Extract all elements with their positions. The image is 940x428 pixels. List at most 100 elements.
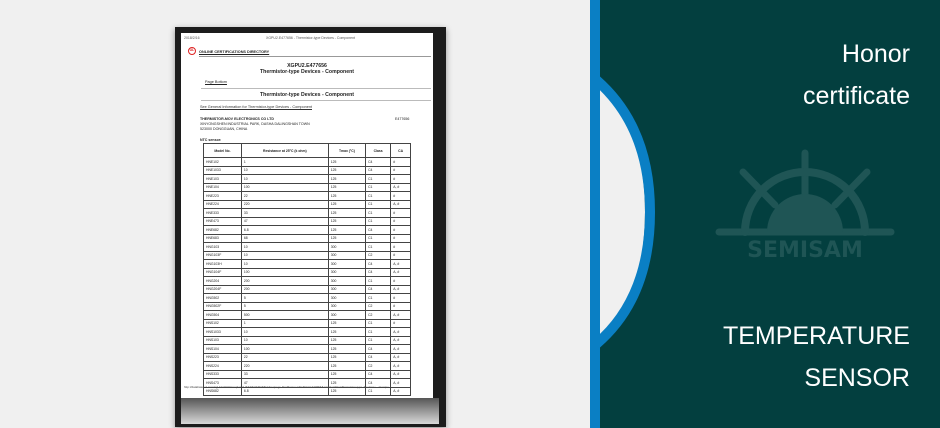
table-row: HNG502 5 300 C1 #	[203, 293, 411, 303]
table-cell: #	[390, 276, 411, 286]
table-row: HNG504 500 300 C2 A, #	[203, 310, 411, 320]
logo-text: SEMISAM	[747, 238, 863, 263]
panel-subtitle-line2: SENSOR	[804, 364, 910, 392]
table-row: HNE682 6.8 125 C4 #	[203, 225, 411, 235]
table-row: HNG204 200 300 C1 #	[203, 276, 411, 286]
table-cell: #	[390, 233, 411, 243]
table-row: HNG502F 5 300 C2 #	[203, 301, 411, 311]
panel-title-line2: certificate	[803, 82, 910, 110]
table-row: HNS104 100 125 C4 A, #	[203, 344, 411, 354]
table-cell: HNS333	[203, 369, 242, 379]
table-cell: C1	[365, 293, 392, 303]
table-cell: 125	[327, 182, 367, 192]
table-cell: HNG204	[203, 276, 242, 286]
table-cell: HNE473	[203, 216, 242, 226]
table-cell: #	[390, 301, 411, 311]
table-row: HNE223 22 125 C1 #	[203, 191, 411, 201]
table-cell: C1	[365, 386, 392, 396]
table-row: HNE104 100 125 C1 A, #	[203, 182, 411, 192]
table-cell: HNG103	[203, 242, 242, 252]
table-cell: HNG103H	[203, 259, 242, 269]
table-cell: 125	[327, 344, 367, 354]
table-cell: 125	[327, 191, 367, 201]
table-cell: 125	[327, 216, 367, 226]
table-row: HNG103F 10 300 C2 #	[203, 250, 411, 260]
table-row: HNS682 6.8 125 C1 A, #	[203, 386, 411, 396]
table-cell: 5	[240, 301, 329, 311]
table-cell: HNE682	[203, 225, 242, 235]
table-cell: HNS104	[203, 344, 242, 354]
table-cell: #	[390, 208, 411, 218]
table-row: HNS103 10 125 C1 A, #	[203, 335, 411, 345]
table-cell: C1	[365, 327, 392, 337]
table-cell: 10	[240, 335, 329, 345]
table-cell: 125	[327, 369, 367, 379]
table-cell: C1	[365, 335, 392, 345]
table-row: HNE1033 10 125 C4 #	[203, 165, 411, 175]
frame-bottom-edge	[181, 398, 439, 424]
table-cell: A, #	[390, 182, 411, 192]
table-cell: A, #	[390, 335, 411, 345]
table-cell: 125	[327, 352, 367, 362]
table-cell: 10	[240, 242, 329, 252]
table-cell: 200	[240, 276, 329, 286]
table-cell: C4	[365, 267, 392, 277]
general-info-link[interactable]: See General Information for Thermistor-t…	[200, 105, 312, 109]
table-cell: 68	[240, 233, 329, 243]
table-cell: 125	[327, 233, 367, 243]
table-cell: 22	[240, 191, 329, 201]
table-row: HNS102 1 125 C1 #	[203, 318, 411, 328]
table-cell: C1	[365, 216, 392, 226]
ocd-link[interactable]: ONLINE CERTIFICATIONS DIRECTORY	[199, 50, 270, 54]
ul-logo-icon: UL	[188, 47, 196, 55]
table-cell: HNE683	[203, 233, 242, 243]
table-cell: 33	[240, 369, 329, 379]
table-cell: 10	[240, 259, 329, 269]
table-row: HNG204F 200 300 C4 A, #	[203, 284, 411, 294]
ntc-table: Model No. Resistance at 25°C (k ohm) Tmax …	[203, 143, 411, 396]
table-cell: HNE224	[203, 199, 242, 209]
doc-title: Thermistor-type Devices - Component	[260, 69, 354, 75]
table-row: HNG103 10 300 C1 #	[203, 242, 411, 252]
page-bottom-link[interactable]: Page Bottom	[205, 80, 227, 84]
table-row: HNE102 1 125 C4 #	[203, 157, 411, 167]
table-cell: 300	[327, 242, 367, 252]
table-cell: C4	[365, 284, 392, 294]
table-cell: 300	[327, 301, 367, 311]
column-header: Class	[365, 143, 392, 158]
table-cell: 125	[327, 165, 367, 175]
table-cell: HNG504	[203, 310, 242, 320]
table-cell: HNG204F	[203, 284, 242, 294]
semisam-logo-icon: SEMISAM	[715, 149, 895, 263]
table-cell: C1	[365, 242, 392, 252]
table-cell: A, #	[390, 259, 411, 269]
table-cell: #	[390, 191, 411, 201]
table-cell: HNG104F	[203, 267, 242, 277]
table-cell: 10	[240, 250, 329, 260]
panel-title-line1: Honor	[841, 40, 910, 68]
table-cell: 125	[327, 361, 367, 371]
panel-subtitle-line1: TEMPERATURE	[722, 322, 910, 350]
address-line-2: 523000 DONGGUAN, CHINA	[200, 127, 248, 131]
table-cell: A, #	[390, 361, 411, 371]
table-cell: A, #	[390, 352, 411, 362]
table-cell: 10	[240, 174, 329, 184]
table-cell: HNS103	[203, 335, 242, 345]
table-row: HNE333 33 125 C1 #	[203, 208, 411, 218]
column-header: Model No.	[203, 143, 242, 158]
table-cell: C2	[365, 250, 392, 260]
table-cell: 300	[327, 310, 367, 320]
table-cell: 1	[240, 318, 329, 328]
table-row: HNE224 220 125 C1 A, #	[203, 199, 411, 209]
table-cell: 200	[240, 284, 329, 294]
table-cell: C1	[365, 199, 392, 209]
table-cell: 500	[240, 310, 329, 320]
table-cell: A, #	[390, 386, 411, 396]
table-cell: A, #	[390, 310, 411, 320]
table-cell: 125	[327, 199, 367, 209]
table-row: HNE103 10 125 C1 #	[203, 174, 411, 184]
table-cell: HNG502	[203, 293, 242, 303]
table-cell: HNS1033	[203, 327, 242, 337]
file-number: E477656	[395, 117, 410, 121]
table-cell: C1	[365, 208, 392, 218]
